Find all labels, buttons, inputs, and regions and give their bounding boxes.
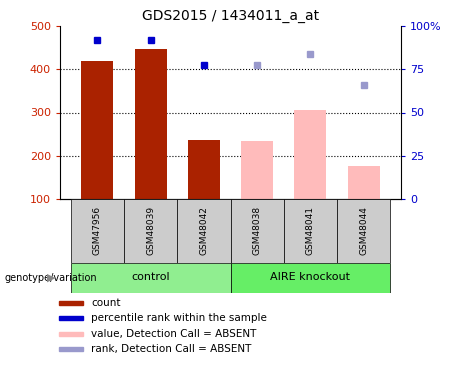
Bar bbox=[230, 199, 284, 262]
Text: percentile rank within the sample: percentile rank within the sample bbox=[91, 313, 267, 323]
Text: GSM48041: GSM48041 bbox=[306, 206, 315, 255]
Text: GDS2015 / 1434011_a_at: GDS2015 / 1434011_a_at bbox=[142, 9, 319, 23]
Text: AIRE knockout: AIRE knockout bbox=[271, 273, 350, 282]
Bar bbox=[188, 140, 220, 199]
Bar bbox=[59, 347, 83, 351]
Bar bbox=[71, 199, 124, 262]
Bar bbox=[59, 332, 83, 336]
Text: GSM48044: GSM48044 bbox=[359, 206, 368, 255]
Bar bbox=[348, 166, 380, 199]
Text: value, Detection Call = ABSENT: value, Detection Call = ABSENT bbox=[91, 328, 257, 339]
Bar bbox=[71, 262, 230, 292]
Bar bbox=[59, 316, 83, 320]
Bar bbox=[135, 49, 166, 199]
Bar bbox=[81, 61, 113, 199]
Text: GSM48038: GSM48038 bbox=[253, 206, 262, 255]
Bar bbox=[295, 110, 326, 199]
Text: GSM48042: GSM48042 bbox=[199, 206, 208, 255]
Text: GSM48039: GSM48039 bbox=[146, 206, 155, 255]
Bar bbox=[284, 199, 337, 262]
Text: GSM47956: GSM47956 bbox=[93, 206, 102, 255]
Bar bbox=[230, 262, 390, 292]
Text: count: count bbox=[91, 298, 121, 307]
Bar bbox=[124, 199, 177, 262]
Text: control: control bbox=[131, 273, 170, 282]
Bar bbox=[337, 199, 390, 262]
Bar bbox=[177, 199, 230, 262]
Bar bbox=[59, 301, 83, 304]
Bar bbox=[241, 141, 273, 199]
Text: ▶: ▶ bbox=[47, 273, 55, 282]
Text: rank, Detection Call = ABSENT: rank, Detection Call = ABSENT bbox=[91, 344, 252, 354]
Text: genotype/variation: genotype/variation bbox=[5, 273, 97, 282]
